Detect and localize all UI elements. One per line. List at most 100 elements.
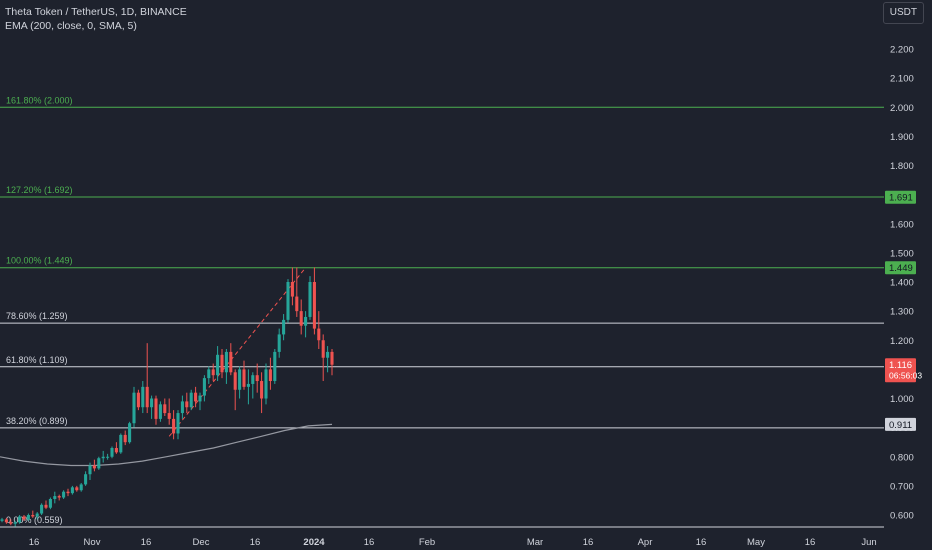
candle[interactable] — [273, 348, 277, 384]
price-axis-tag: 1.691 — [885, 190, 916, 204]
candle[interactable] — [13, 520, 17, 527]
candle[interactable] — [330, 348, 334, 376]
candle[interactable] — [26, 513, 30, 521]
candle[interactable] — [198, 392, 202, 411]
candle[interactable] — [308, 276, 312, 320]
candle[interactable] — [154, 395, 158, 425]
candle[interactable] — [277, 328, 281, 358]
candle[interactable] — [84, 471, 88, 486]
candle[interactable] — [207, 366, 211, 384]
candle[interactable] — [220, 348, 224, 379]
time-axis[interactable]: 16 Nov 16 Dec 16 2024 16 Feb Mar 16 Apr 16 May 16 Jun — [29, 537, 877, 548]
candle[interactable] — [70, 485, 74, 495]
price-tick-label: 1.300 — [890, 307, 914, 318]
candle-body — [18, 516, 22, 523]
candle[interactable] — [141, 381, 145, 414]
candle[interactable] — [40, 503, 44, 515]
candle[interactable] — [255, 363, 259, 393]
candle[interactable] — [176, 410, 180, 440]
candle-body — [246, 383, 250, 387]
candlesticks[interactable] — [0, 267, 334, 527]
candle[interactable] — [44, 500, 48, 510]
candle[interactable] — [233, 369, 237, 411]
candle[interactable] — [88, 462, 92, 481]
candle[interactable] — [106, 453, 110, 460]
candle[interactable] — [145, 343, 149, 414]
candle[interactable] — [136, 389, 140, 411]
candle[interactable] — [260, 372, 264, 414]
fibonacci-levels[interactable]: 0.00% (0.559) 38.20% (0.899) 61.80% (1.109… — [0, 95, 884, 528]
candle[interactable] — [167, 398, 171, 425]
candle-body — [224, 351, 228, 373]
candle[interactable] — [79, 482, 83, 492]
price-tick-label: 1.000 — [890, 394, 914, 405]
candle-body — [106, 456, 110, 458]
candle[interactable] — [180, 395, 184, 419]
candle[interactable] — [35, 512, 39, 520]
candle[interactable] — [66, 488, 70, 497]
candle[interactable] — [317, 311, 321, 349]
candle-body — [238, 369, 242, 390]
candle[interactable] — [128, 421, 132, 444]
candle[interactable] — [326, 346, 330, 373]
candle[interactable] — [242, 360, 246, 390]
candle[interactable] — [101, 450, 105, 463]
candle[interactable] — [62, 490, 66, 499]
candle[interactable] — [251, 372, 255, 399]
candle[interactable] — [53, 491, 57, 504]
price-tag-background — [885, 261, 916, 275]
candle[interactable] — [110, 446, 114, 459]
candle[interactable] — [57, 494, 61, 501]
candle-body — [150, 398, 154, 408]
candle[interactable] — [238, 366, 242, 399]
candle[interactable] — [119, 433, 123, 454]
candle[interactable] — [185, 392, 189, 414]
price-axis[interactable]: 2.2002.1002.0001.9001.8001.7001.6001.500… — [884, 0, 932, 550]
candle[interactable] — [132, 386, 136, 428]
candle[interactable] — [268, 357, 272, 390]
candle[interactable] — [172, 410, 176, 440]
candle[interactable] — [224, 348, 228, 384]
candle[interactable] — [48, 497, 52, 510]
candle[interactable] — [299, 299, 303, 335]
candle[interactable] — [286, 279, 290, 323]
candle[interactable] — [264, 363, 268, 405]
candle-body — [70, 487, 74, 494]
candle-body — [282, 319, 286, 335]
candle[interactable] — [97, 456, 101, 470]
candle[interactable] — [9, 519, 13, 526]
candle-body — [277, 334, 281, 352]
candle[interactable] — [216, 346, 220, 382]
price-tick-label: 2.200 — [890, 45, 914, 56]
candle[interactable] — [123, 430, 127, 446]
candle[interactable] — [114, 442, 118, 454]
candle[interactable] — [295, 267, 299, 317]
candle[interactable] — [194, 386, 198, 408]
currency-button[interactable]: USDT — [882, 2, 924, 24]
candle[interactable] — [18, 515, 22, 524]
candle[interactable] — [4, 517, 8, 524]
candle[interactable] — [282, 314, 286, 341]
candle[interactable] — [75, 485, 79, 492]
price-tick-label: 1.400 — [890, 278, 914, 289]
candle[interactable] — [22, 515, 26, 521]
candle-body — [123, 434, 127, 443]
candle[interactable] — [158, 401, 162, 422]
candle[interactable] — [304, 311, 308, 338]
candle[interactable] — [229, 343, 233, 376]
candle-body — [189, 392, 193, 408]
candle[interactable] — [211, 363, 215, 382]
candle[interactable] — [202, 375, 206, 402]
candle[interactable] — [290, 267, 294, 306]
candle[interactable] — [321, 334, 325, 382]
candle[interactable] — [150, 395, 154, 419]
candle[interactable] — [163, 398, 167, 416]
candle[interactable] — [0, 517, 4, 523]
candle-body — [198, 395, 202, 402]
candle[interactable] — [189, 389, 193, 411]
candle[interactable] — [92, 459, 96, 472]
candle[interactable] — [246, 369, 250, 405]
candle[interactable] — [312, 267, 316, 335]
candle[interactable] — [31, 510, 35, 518]
